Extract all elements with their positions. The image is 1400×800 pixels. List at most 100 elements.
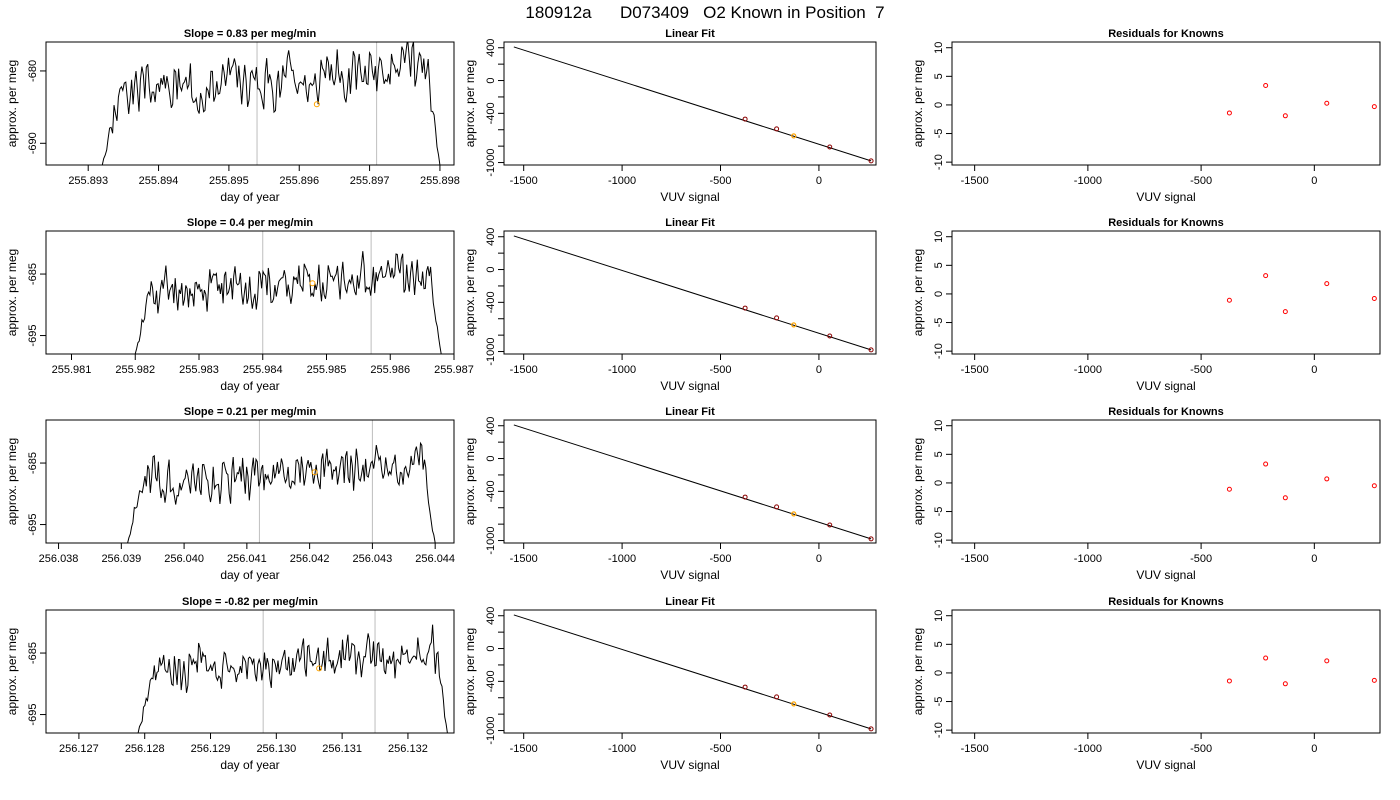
- plot-area: [1226, 461, 1377, 501]
- x-tick-label: -1500: [510, 743, 538, 755]
- x-axis-label: VUV signal: [660, 758, 719, 772]
- x-axis-label: VUV signal: [1136, 379, 1195, 393]
- y-tick-label: -5: [933, 697, 945, 707]
- y-tick-label: 5: [933, 451, 945, 457]
- y-tick-label: -5: [933, 318, 945, 328]
- plot-area: [513, 614, 874, 732]
- plot-area: [134, 231, 442, 354]
- x-axis-label: VUV signal: [1136, 568, 1195, 582]
- y-tick-label: 10: [933, 42, 945, 54]
- plot-area: [101, 42, 441, 165]
- x-tick-label: 256.039: [101, 553, 141, 565]
- x-tick-label: 256.044: [415, 553, 455, 565]
- data-point: [742, 494, 748, 500]
- data-point: [742, 305, 748, 311]
- x-tick-label: -500: [1190, 364, 1212, 376]
- x-tick-label: 255.981: [52, 364, 92, 376]
- x-tick-label: -1000: [1074, 553, 1102, 565]
- data-point: [1371, 483, 1377, 489]
- x-tick-label: 0: [816, 553, 822, 565]
- chart-title: Residuals for Knowns: [1108, 596, 1224, 608]
- data-point: [774, 315, 780, 321]
- plot-frame: [951, 609, 1381, 734]
- chart-title: Linear Fit: [665, 217, 715, 229]
- plot-frame: [503, 230, 877, 355]
- data-point: [1371, 296, 1377, 302]
- x-tick-label: 255.986: [370, 364, 410, 376]
- x-tick-label: 256.130: [256, 743, 296, 755]
- y-tick-label: 0: [933, 480, 945, 486]
- x-tick-label: -1500: [961, 175, 989, 187]
- fit-line: [513, 614, 872, 730]
- data-point: [1263, 655, 1269, 661]
- x-tick-label: -1500: [961, 553, 989, 565]
- chart-title: Slope = 0.83 per meg/min: [184, 28, 317, 40]
- y-axis-label: approx. per meg: [5, 628, 19, 715]
- plot-frame: [45, 419, 455, 544]
- data-point: [1226, 110, 1232, 116]
- plot-frame: [951, 419, 1381, 544]
- y-axis-label: approx. per meg: [463, 628, 477, 715]
- data-point: [1324, 281, 1330, 287]
- y-axis-label: approx. per meg: [911, 249, 925, 336]
- data-point: [827, 144, 833, 150]
- data-point: [1263, 273, 1269, 279]
- x-axis-label: VUV signal: [1136, 190, 1195, 204]
- x-axis-label: VUV signal: [1136, 758, 1195, 772]
- highlight-point: [316, 665, 323, 672]
- x-tick-label: 0: [1311, 175, 1317, 187]
- fit-line: [513, 424, 872, 540]
- y-tick-label: 5: [933, 73, 945, 79]
- x-tick-label: 255.985: [307, 364, 347, 376]
- y-tick-label: 0: [485, 645, 497, 651]
- data-series-line: [127, 441, 436, 543]
- fit-line: [513, 46, 872, 162]
- plot-area: [1226, 273, 1377, 315]
- y-tick-label: 5: [933, 641, 945, 647]
- chart-panel-12: Residuals for Knowns -1500 -1000 -500 0 -10 -5…: [911, 596, 1381, 772]
- plot-area: [1226, 82, 1377, 119]
- x-tick-label: -1000: [608, 553, 636, 565]
- chart-title: Residuals for Knowns: [1108, 406, 1224, 418]
- highlight-point: [791, 511, 797, 517]
- x-tick-label: -500: [709, 553, 731, 565]
- y-axis-label: approx. per meg: [5, 249, 19, 336]
- data-point: [1282, 309, 1288, 315]
- data-point: [1282, 495, 1288, 501]
- x-tick-label: 0: [816, 743, 822, 755]
- y-tick-label: -10: [933, 722, 945, 738]
- y-tick-label: -685: [27, 642, 39, 664]
- x-tick-label: 255.984: [243, 364, 283, 376]
- chart-panel-9: Residuals for Knowns -1500 -1000 -500 0 -10 -5…: [911, 406, 1381, 582]
- x-tick-label: -1500: [961, 364, 989, 376]
- data-point: [1226, 678, 1232, 684]
- x-tick-label: 255.897: [350, 175, 390, 187]
- y-tick-label: 0: [933, 102, 945, 108]
- plot-frame: [503, 419, 877, 544]
- x-tick-label: 256.128: [125, 743, 165, 755]
- x-tick-label: 256.131: [322, 743, 362, 755]
- data-series-line: [137, 624, 448, 733]
- x-tick-label: -500: [1190, 175, 1212, 187]
- chart-title: Residuals for Knowns: [1108, 217, 1224, 229]
- highlight-point: [791, 701, 797, 707]
- y-tick-label: 10: [933, 420, 945, 432]
- data-point: [774, 694, 780, 700]
- data-point: [868, 347, 874, 353]
- plot-frame: [503, 609, 877, 734]
- data-point: [1282, 681, 1288, 687]
- plot-frame: [45, 41, 455, 166]
- highlight-point: [309, 280, 316, 287]
- x-tick-label: 0: [1311, 364, 1317, 376]
- data-point: [1324, 100, 1330, 106]
- plot-frame: [503, 41, 877, 166]
- chart-title: Linear Fit: [665, 406, 715, 418]
- plot-area: [127, 420, 436, 543]
- chart-title: Slope = -0.82 per meg/min: [182, 596, 318, 608]
- chart-panel-10: Slope = -0.82 per meg/min 256.127 256.128 2…: [5, 596, 455, 772]
- y-axis-label: approx. per meg: [911, 438, 925, 525]
- y-tick-label: -5: [933, 129, 945, 139]
- plot-area: [513, 235, 874, 353]
- x-tick-label: -500: [709, 364, 731, 376]
